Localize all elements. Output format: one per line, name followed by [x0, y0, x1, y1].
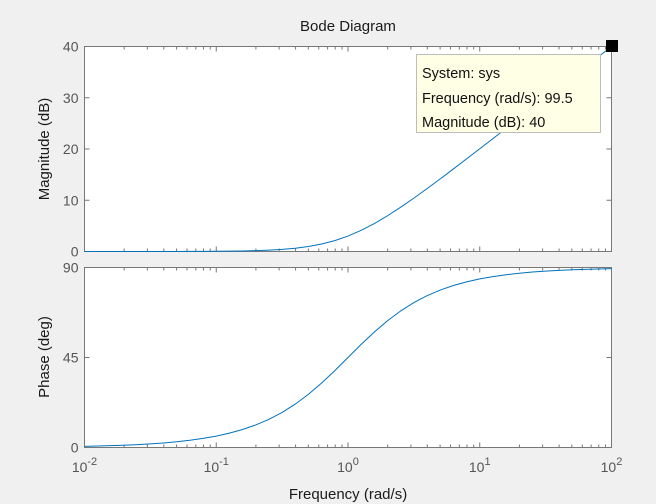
x-tick-label: 102 — [601, 456, 623, 475]
chart-title: Bode Diagram — [300, 18, 396, 35]
y-tick-label: 40 — [63, 39, 79, 55]
phase-y-axis-label: Phase (deg) — [36, 316, 53, 398]
y-tick-label: 0 — [71, 244, 79, 260]
y-tick-label: 45 — [63, 350, 79, 366]
datatip-system: System: sys — [422, 66, 501, 82]
y-tick-label: 20 — [63, 141, 79, 157]
magnitude-y-axis-label: Magnitude (dB) — [36, 98, 53, 201]
x-tick-label: 10-2 — [72, 456, 97, 475]
x-tick-label: 10-1 — [204, 456, 229, 475]
phase-line — [84, 268, 612, 447]
y-tick-label: 90 — [63, 260, 79, 276]
datatip-frequency: Frequency (rad/s): 99.5 — [422, 90, 573, 107]
x-axis-label: Frequency (rad/s) — [289, 486, 407, 503]
y-tick-label: 0 — [71, 440, 79, 456]
datatip-magnitude: Magnitude (dB): 40 — [422, 115, 546, 131]
datatip-marker[interactable] — [606, 40, 618, 52]
y-tick-label: 30 — [63, 90, 79, 106]
x-tick-label: 101 — [469, 456, 491, 475]
y-tick-label: 10 — [63, 192, 79, 208]
datatip[interactable]: System: sys Frequency (rad/s): 99.5 Magn… — [416, 54, 601, 133]
x-tick-label: 100 — [337, 456, 359, 475]
